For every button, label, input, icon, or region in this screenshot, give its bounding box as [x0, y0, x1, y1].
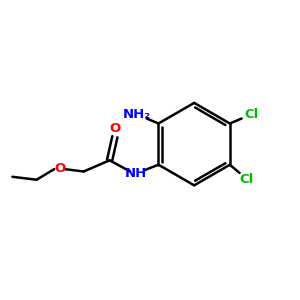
Text: O: O: [54, 162, 65, 175]
Text: Cl: Cl: [244, 108, 258, 121]
Text: NH: NH: [124, 167, 147, 180]
Text: NH₂: NH₂: [123, 108, 151, 121]
Text: Cl: Cl: [239, 173, 253, 186]
Text: O: O: [109, 122, 121, 135]
